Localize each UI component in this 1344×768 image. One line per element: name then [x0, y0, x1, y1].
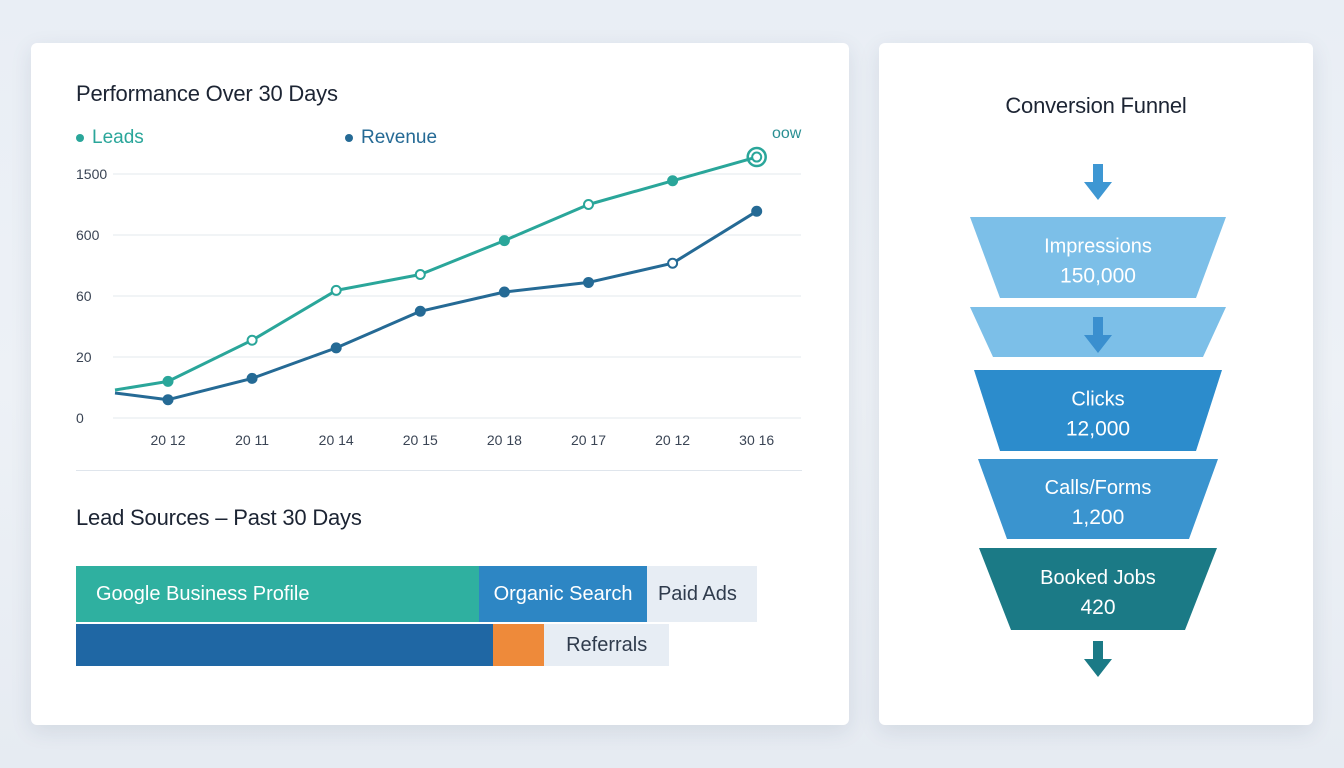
bar-segment[interactable]	[76, 624, 494, 666]
y-tick-label: 0	[76, 410, 84, 426]
x-tick-label: 20 18	[487, 432, 522, 448]
bar-segment-label: Paid Ads	[657, 582, 737, 605]
data-point-revenue[interactable]	[330, 342, 342, 354]
y-tick-label: 1500	[76, 166, 107, 182]
x-tick-label: 20 12	[655, 432, 690, 448]
data-point-revenue[interactable]	[667, 257, 679, 269]
bar-segment-label: Referrals	[566, 633, 648, 656]
legend-marker-revenue	[345, 134, 353, 142]
x-tick-label: 20 11	[235, 432, 269, 448]
data-point-leads[interactable]	[667, 175, 679, 187]
data-point-leads[interactable]	[583, 199, 594, 210]
y-tick-label: 20	[76, 349, 92, 365]
x-tick-label: 30 16	[739, 432, 774, 448]
data-point-revenue[interactable]	[498, 286, 510, 298]
bar-segment-google-business-profile[interactable]: Google Business Profile	[76, 566, 479, 622]
lead-sources-title: Lead Sources – Past 30 Days	[76, 505, 362, 530]
highlight-ring	[746, 146, 767, 168]
series-line-revenue	[114, 210, 758, 402]
data-point-revenue[interactable]	[162, 394, 174, 406]
series-end-label: oow	[772, 125, 802, 142]
data-point-leads[interactable]	[246, 334, 258, 346]
data-point-revenue[interactable]	[414, 305, 426, 317]
chart-title: Performance Over 30 Days	[76, 81, 338, 106]
performance-card: Performance Over 30 Days Leads Revenue o…	[31, 43, 849, 725]
y-tick-label: 600	[76, 227, 100, 243]
legend-marker-leads	[76, 134, 84, 142]
data-point-leads[interactable]	[751, 151, 763, 163]
data-point-leads[interactable]	[414, 269, 426, 281]
arrow-down-icon	[1084, 641, 1112, 677]
legend-item-revenue[interactable]: Revenue	[345, 127, 437, 149]
legend-item-leads[interactable]: Leads	[76, 127, 144, 149]
funnel-title: Conversion Funnel	[1005, 93, 1187, 118]
funnel-stage-value: 12,000	[1066, 418, 1130, 441]
bar-segment-referrals[interactable]: Referrals	[544, 624, 669, 666]
series-line-leads	[114, 155, 758, 392]
bar-segment-paid-ads[interactable]: Paid Ads	[646, 566, 757, 622]
x-tick-label: 20 14	[319, 432, 354, 448]
bar-segment-organic-search[interactable]: Organic Search	[478, 566, 647, 622]
data-point-leads[interactable]	[330, 284, 342, 296]
legend-label-revenue: Revenue	[361, 127, 438, 148]
data-point-revenue[interactable]	[583, 276, 594, 288]
funnel-stage[interactable]	[979, 548, 1217, 630]
funnel-stage[interactable]	[978, 459, 1218, 539]
conversion-funnel: Impressions 150,000 Clicks 12,000 Calls/Form…	[970, 164, 1226, 677]
y-tick-label: 60	[76, 288, 92, 304]
arrow-down-icon	[1084, 164, 1112, 200]
arrow-down-icon	[1084, 317, 1112, 353]
legend-label-leads: Leads	[92, 127, 144, 148]
funnel-stage-label: Booked Jobs	[1040, 567, 1156, 589]
funnel-stage-value: 420	[1080, 596, 1115, 619]
funnel-stage-label: Impressions	[1044, 236, 1152, 258]
bar-segment[interactable]	[493, 624, 545, 666]
funnel-stage[interactable]	[974, 370, 1222, 451]
section-divider	[76, 470, 802, 471]
line-chart: 0 20 60 600 1500 20 12 20 11 20 14 20 15 20 18 20 …	[76, 146, 801, 448]
funnel-stage-label: Calls/Forms	[1045, 477, 1152, 499]
x-tick-label: 20 12	[150, 432, 185, 448]
bar-segment-label: Organic Search	[493, 582, 633, 605]
x-tick-label: 20 15	[403, 432, 438, 448]
funnel-stage-value: 1,200	[1072, 506, 1125, 529]
funnel-stage-value: 150,000	[1060, 265, 1136, 288]
data-point-leads[interactable]	[162, 375, 174, 387]
funnel-card: Conversion Funnel Impressions 150,000 Clic…	[879, 43, 1313, 725]
funnel-stage[interactable]	[970, 217, 1226, 298]
data-point-leads[interactable]	[498, 235, 510, 247]
funnel-stage-label: Clicks	[1071, 389, 1124, 411]
x-tick-label: 20 17	[571, 432, 606, 448]
data-point-revenue[interactable]	[246, 372, 258, 384]
bar-segment-label: Google Business Profile	[96, 582, 310, 605]
data-point-revenue[interactable]	[751, 205, 763, 217]
